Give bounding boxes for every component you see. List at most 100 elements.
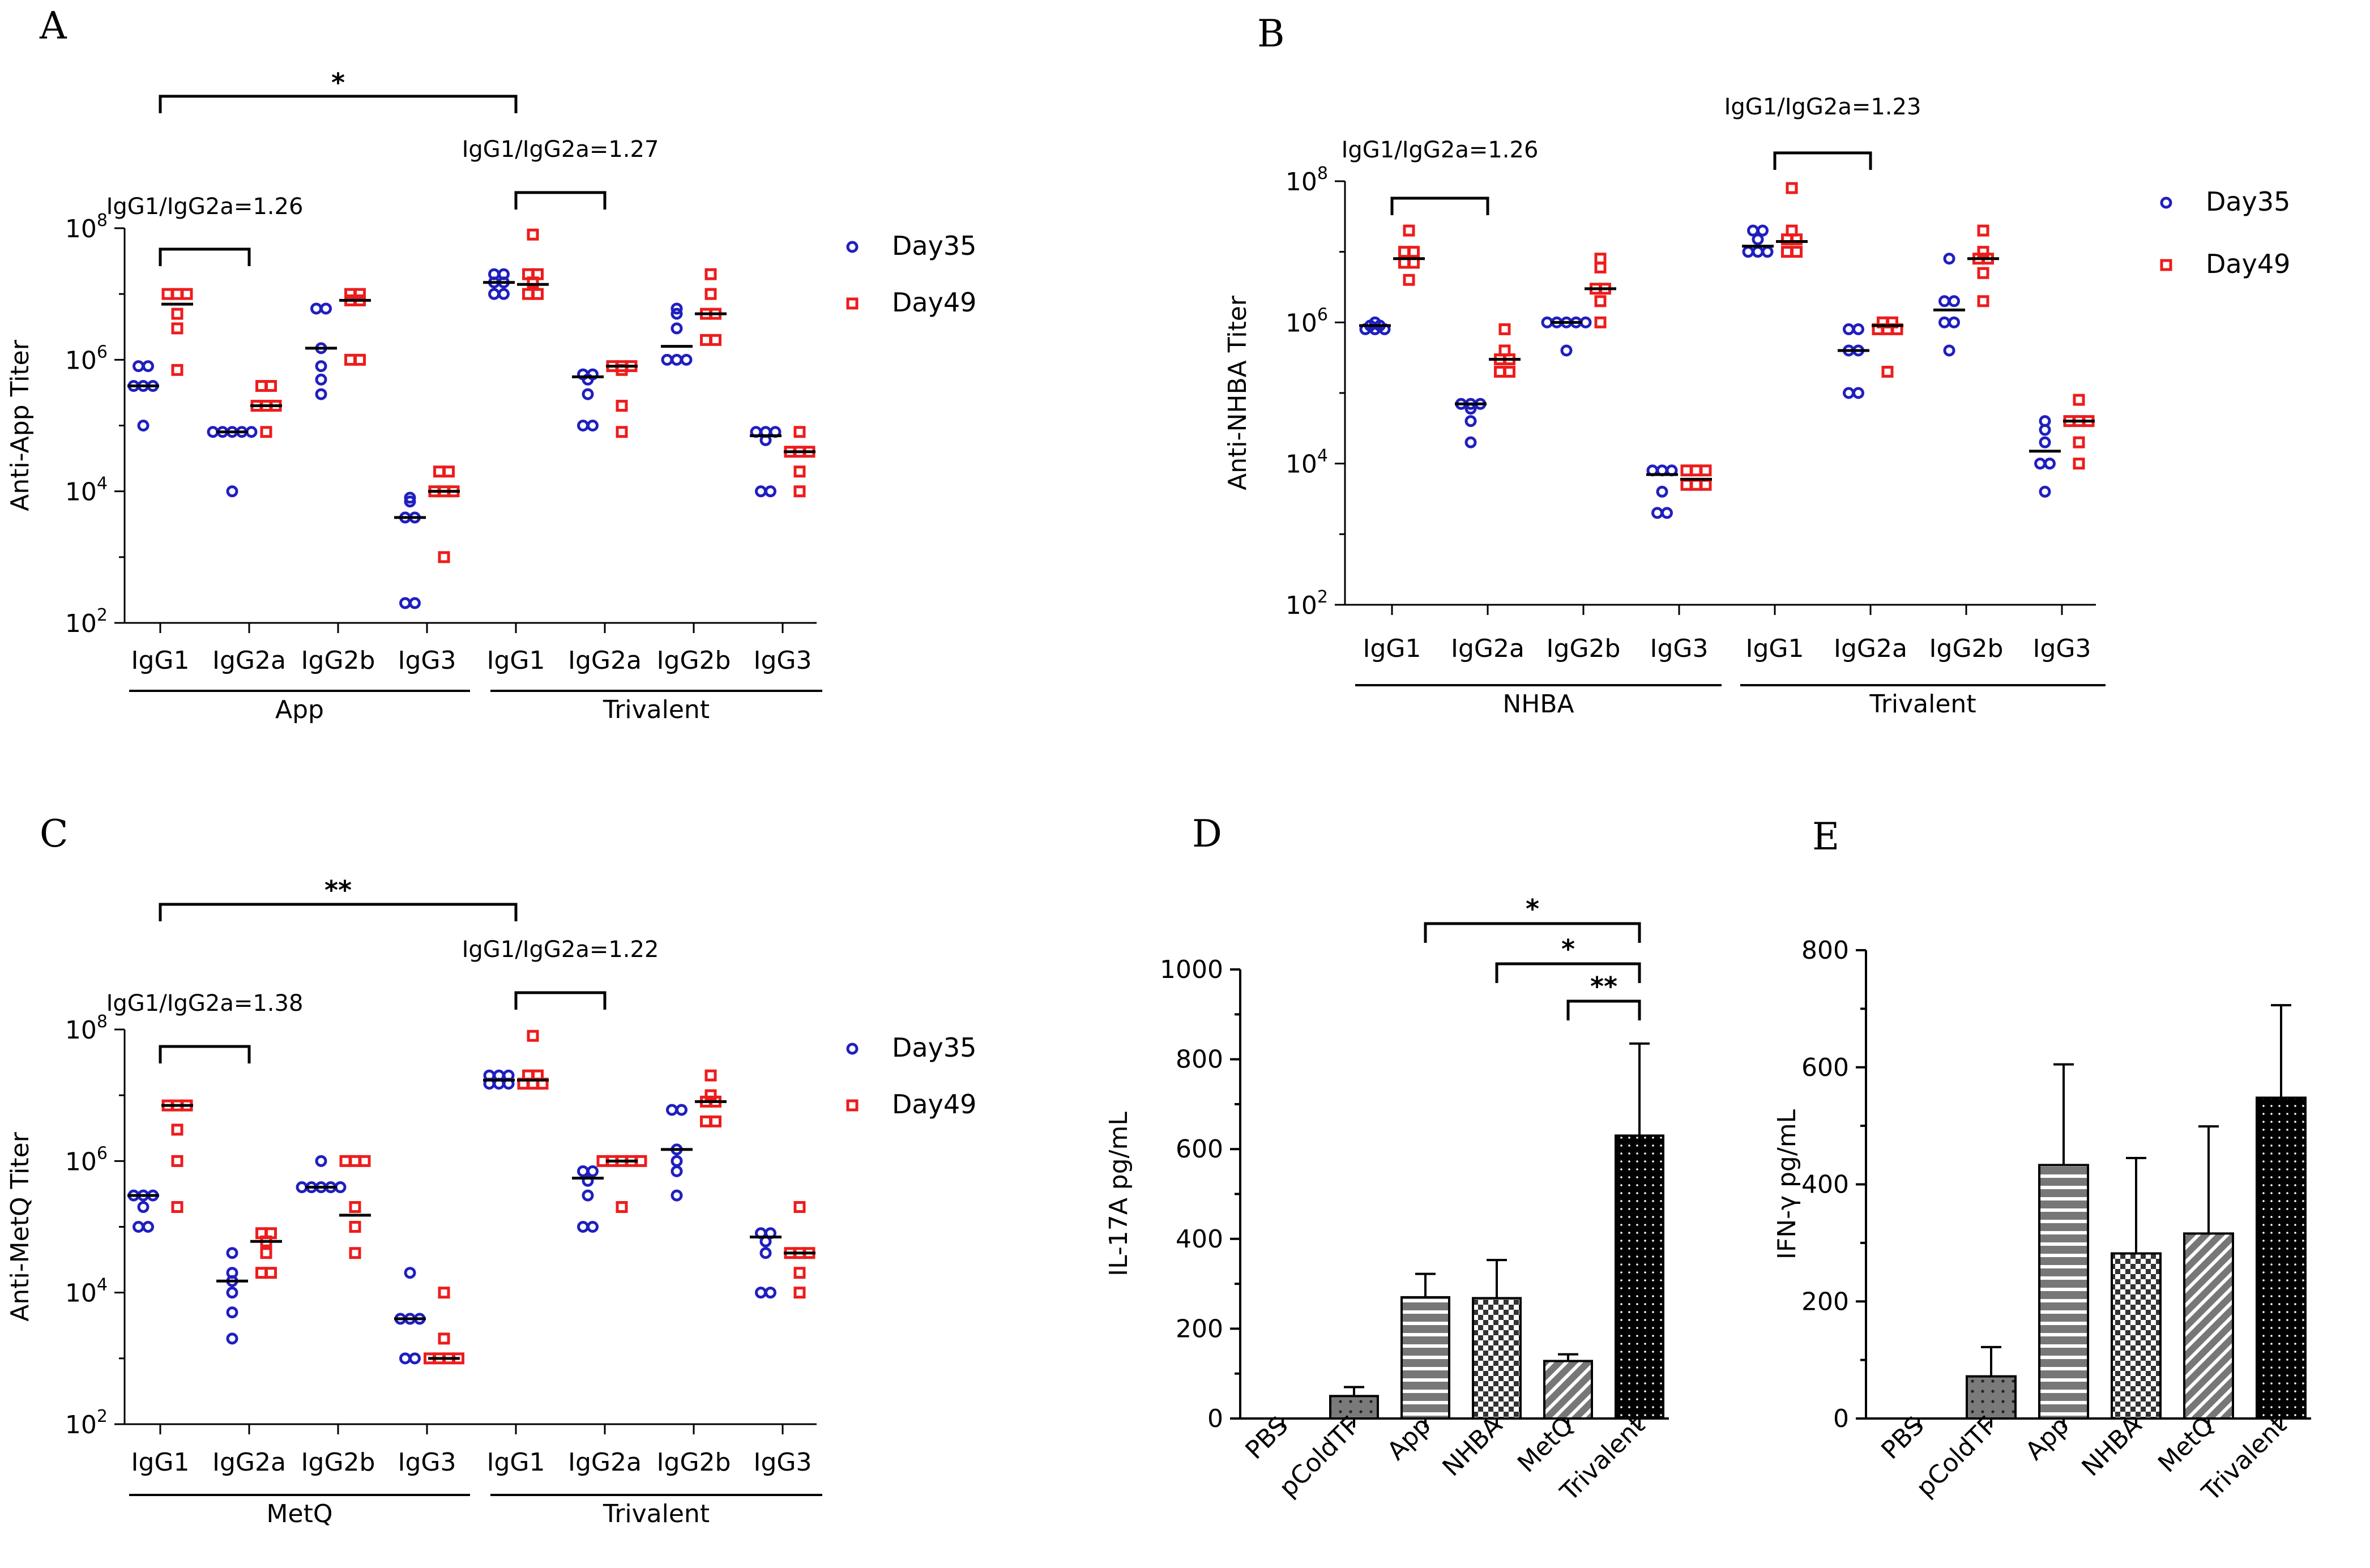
data-point-day35	[320, 302, 332, 315]
data-point-day35	[142, 1221, 154, 1233]
data-point-day49	[349, 1247, 361, 1259]
bar-trivalent	[2256, 1096, 2307, 1420]
data-point-day35	[1943, 253, 1955, 265]
bar-pcoldtf	[1329, 1395, 1379, 1420]
y-tick-exponent: 4	[1317, 446, 1328, 466]
data-point-day35	[334, 1181, 347, 1194]
data-point-day35	[2039, 485, 2051, 498]
data-point-day49	[1786, 182, 1798, 194]
data-point-day35	[671, 1165, 683, 1177]
data-point-day35	[2044, 458, 2056, 470]
data-point-day35	[142, 360, 154, 373]
data-point-day49	[793, 485, 806, 498]
data-point-day35	[676, 1104, 687, 1116]
data-point-day35	[755, 485, 767, 498]
y-tick-base: 10	[65, 346, 97, 375]
data-point-day49	[1690, 478, 1702, 491]
data-point-day49	[171, 1123, 183, 1136]
data-point-day35	[671, 1155, 683, 1167]
x-tick-label: IgG2b	[301, 646, 375, 675]
data-point-day35	[404, 1267, 416, 1279]
data-point-day35	[765, 485, 776, 498]
y-axis-title: Anti-App Titer	[6, 339, 35, 511]
data-point-day49	[1680, 464, 1693, 477]
data-point-day35	[587, 1165, 599, 1177]
bar-trivalent	[1615, 1134, 1664, 1420]
y-tick-exponent: 8	[97, 1012, 108, 1032]
data-point-day35	[1843, 323, 1855, 335]
y-tick-exponent: 8	[1317, 164, 1328, 183]
data-point-day35	[133, 1221, 144, 1233]
data-point-day35	[133, 360, 144, 373]
data-point-day35	[315, 373, 327, 386]
y-tick-exponent: 2	[97, 1407, 108, 1426]
data-point-day49	[700, 334, 712, 346]
legend-label-day35: Day35	[892, 230, 976, 261]
data-point-day35	[137, 420, 150, 431]
legend-label-day35: Day35	[2206, 186, 2290, 217]
data-point-day35	[1938, 316, 1950, 328]
y-tick-label: 106	[65, 342, 108, 375]
data-point-day49	[171, 322, 183, 335]
data-point-day49	[1398, 246, 1410, 258]
data-point-day35	[1656, 485, 1668, 498]
significance-bracket	[1566, 999, 1641, 1020]
data-point-day35	[226, 1332, 238, 1345]
data-point-day35	[582, 1174, 594, 1187]
y-tick-base: 10	[65, 609, 97, 638]
x-tick-label: IgG3	[754, 1448, 812, 1477]
x-tick-label: NHBA	[1437, 1411, 1508, 1482]
data-point-day49	[260, 426, 272, 438]
data-point-day35	[226, 1267, 238, 1279]
data-point-day49	[635, 1155, 647, 1167]
data-point-day49	[1786, 224, 1798, 237]
data-point-day35	[399, 597, 411, 609]
data-point-day49	[260, 1247, 272, 1259]
x-tick-label: IgG2a	[568, 1448, 642, 1477]
data-point-day35	[759, 1247, 772, 1259]
y-tick-base: 10	[65, 215, 97, 243]
legend-marker-day49	[846, 1099, 859, 1112]
data-point-day35	[310, 302, 322, 315]
legend-marker-day35	[846, 1043, 859, 1055]
x-tick-label: IgG2a	[1834, 634, 1907, 663]
significance-bracket	[159, 903, 518, 921]
data-point-day49	[1977, 246, 1989, 258]
x-tick-label: IgG1	[131, 646, 190, 675]
data-point-day49	[344, 353, 356, 366]
data-point-day35	[498, 288, 510, 300]
data-point-day49	[704, 1069, 717, 1082]
y-tick-base: 10	[65, 1279, 97, 1308]
y-tick-label: 600	[1176, 1135, 1223, 1164]
data-point-day35	[1742, 246, 1754, 258]
data-point-day35	[2034, 458, 2046, 470]
data-point-day49	[522, 288, 534, 300]
x-tick-label: IgG1	[131, 1448, 190, 1477]
legend-marker-day35	[846, 241, 859, 253]
bracket-label: **	[324, 875, 352, 905]
data-point-day49	[2073, 458, 2085, 470]
y-tick-label: 102	[65, 605, 108, 638]
data-point-day49	[596, 1155, 609, 1167]
x-tick-label: IgG3	[2033, 634, 2091, 663]
data-point-day49	[616, 1201, 628, 1214]
group-label: Trivalent	[603, 1499, 710, 1528]
x-tick-label: IgG3	[754, 646, 812, 675]
group-label: Trivalent	[1869, 690, 1976, 719]
data-point-day35	[245, 426, 258, 438]
data-point-day49	[710, 1115, 721, 1127]
significance-label: *	[1526, 894, 1539, 924]
data-point-day35	[1541, 316, 1553, 328]
y-tick-exponent: 6	[1317, 305, 1328, 324]
group-label: App	[275, 695, 324, 724]
data-point-day35	[577, 1165, 589, 1177]
data-point-day49	[522, 1069, 534, 1082]
data-point-day35	[315, 360, 327, 373]
bar-metq	[1543, 1360, 1593, 1420]
data-point-day35	[226, 485, 238, 498]
significance-label: *	[1561, 934, 1575, 964]
data-point-day49	[265, 380, 277, 392]
data-point-day35	[1752, 246, 1764, 258]
